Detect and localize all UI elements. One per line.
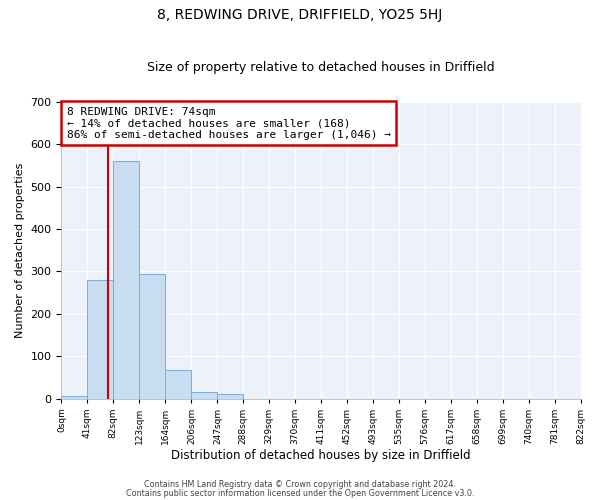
X-axis label: Distribution of detached houses by size in Driffield: Distribution of detached houses by size … <box>171 450 471 462</box>
Bar <box>139 274 165 398</box>
Bar <box>217 394 243 398</box>
Bar <box>165 370 191 398</box>
Text: Contains public sector information licensed under the Open Government Licence v3: Contains public sector information licen… <box>126 488 474 498</box>
Title: Size of property relative to detached houses in Driffield: Size of property relative to detached ho… <box>147 62 495 74</box>
Text: 8, REDWING DRIVE, DRIFFIELD, YO25 5HJ: 8, REDWING DRIVE, DRIFFIELD, YO25 5HJ <box>157 8 443 22</box>
Y-axis label: Number of detached properties: Number of detached properties <box>15 162 25 338</box>
Bar <box>191 392 217 398</box>
Text: Contains HM Land Registry data © Crown copyright and database right 2024.: Contains HM Land Registry data © Crown c… <box>144 480 456 489</box>
Bar <box>87 280 113 398</box>
Bar <box>113 162 139 398</box>
Text: 8 REDWING DRIVE: 74sqm
← 14% of detached houses are smaller (168)
86% of semi-de: 8 REDWING DRIVE: 74sqm ← 14% of detached… <box>67 106 391 140</box>
Bar <box>61 396 87 398</box>
